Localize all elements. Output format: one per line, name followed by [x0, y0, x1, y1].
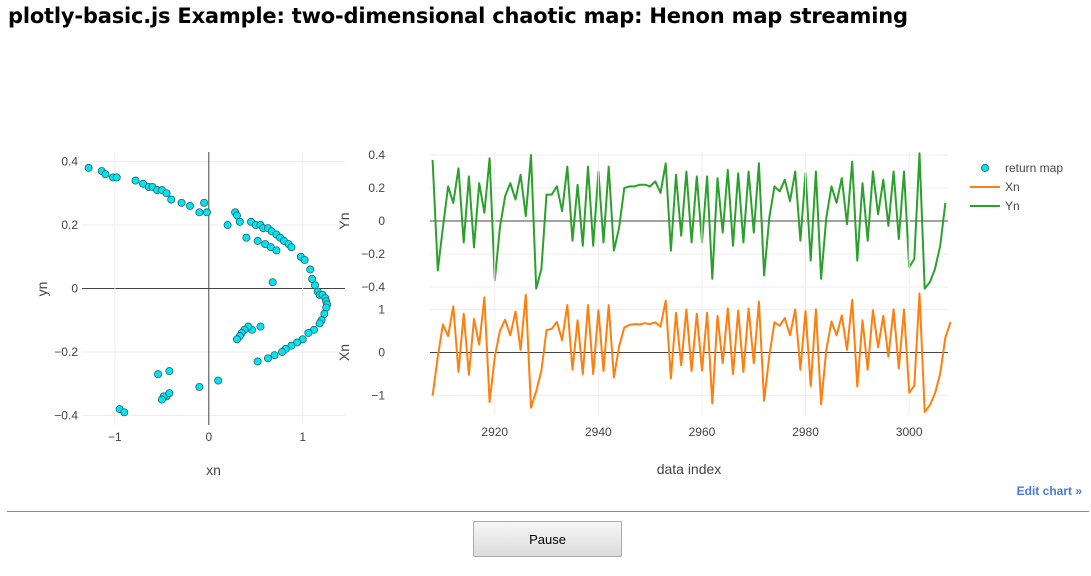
x-tick-label: 2980 [792, 425, 819, 439]
y-axis-title: Yn [336, 212, 352, 229]
xn-line-plot[interactable]: −1 0 1 Xn 2920 2940 2960 2980 3000 data index [336, 152, 952, 477]
legend[interactable]: return map Xn Yn [970, 161, 1063, 213]
x-axis-title: xn [206, 462, 221, 478]
xn-series-line [431, 292, 952, 413]
legend-label: Xn [1005, 180, 1020, 194]
x-tick-label: −1 [108, 430, 122, 444]
legend-label: Yn [1005, 199, 1020, 213]
scatter-point [235, 217, 244, 226]
x-axis-title: data index [657, 461, 722, 477]
y-tick-label: 0 [378, 346, 385, 360]
scatter-point [101, 170, 110, 179]
y-tick-label: 0.2 [368, 181, 385, 195]
x-tick-label: 2960 [689, 425, 716, 439]
y-axis-title: yn [34, 282, 50, 297]
y-tick-label: −0.4 [54, 408, 78, 422]
scatter-point [195, 382, 204, 391]
scatter-point [233, 335, 241, 344]
scatter-point [120, 408, 129, 417]
y-tick-label: 1 [378, 302, 385, 316]
y-tick-label: 0 [71, 282, 78, 296]
legend-label: return map [1005, 161, 1063, 175]
scatter-point [162, 189, 171, 198]
x-tick-label: 0 [205, 430, 212, 444]
scatter-point [167, 195, 176, 204]
scatter-point [278, 348, 287, 356]
scatter-point [253, 236, 262, 245]
return-map-scatter-plot[interactable]: −0.4 −0.2 0 0.2 0.4 −1 0 1 xn yn [34, 152, 345, 478]
page-title: plotly-basic.js Example: two-dimensional… [8, 4, 908, 28]
scatter-point [272, 246, 281, 255]
scatter-point [177, 198, 186, 207]
y-tick-label: −0.2 [54, 345, 78, 359]
scatter-point [165, 389, 174, 398]
scatter-point [165, 367, 174, 375]
scatter-point [112, 173, 121, 182]
scatter-point [287, 243, 296, 252]
x-tick-label: 1 [299, 430, 306, 444]
scatter-point [253, 357, 262, 366]
edit-chart-link[interactable]: Edit chart » [1016, 484, 1082, 498]
scatter-point [242, 233, 251, 242]
x-tick-label: 3000 [896, 425, 923, 439]
henon-charts[interactable]: −0.4 −0.2 0 0.2 0.4 −1 0 1 xn yn −0.4 −0.2 0 0.2 0.4 Y… [0, 0, 1091, 510]
scatter-point [186, 202, 194, 210]
scatter-point [304, 328, 313, 337]
scatter-point [268, 278, 277, 287]
yn-line-plot[interactable]: −0.4 −0.2 0 0.2 0.4 Yn [336, 148, 948, 294]
scatter-point [157, 395, 166, 404]
x-tick-label: 2920 [481, 425, 508, 439]
y-axis-title: Xn [336, 344, 352, 361]
scatter-point [200, 198, 209, 207]
y-tick-label: −1 [371, 389, 385, 403]
legend-marker-icon [981, 164, 989, 172]
scatter-point [300, 255, 309, 264]
y-tick-label: 0.4 [61, 155, 78, 169]
scatter-point [195, 208, 204, 217]
scatter-point [256, 322, 265, 331]
yn-series-line [431, 152, 947, 290]
scatter-point [306, 265, 315, 274]
scatter-point [264, 354, 272, 363]
scatter-point [223, 221, 232, 229]
scatter-point [154, 370, 163, 379]
scatter-point [84, 163, 93, 172]
scatter-point [270, 351, 279, 360]
y-tick-label: −0.4 [361, 280, 385, 294]
scatter-point [131, 176, 140, 185]
y-tick-label: 0 [378, 214, 385, 228]
y-tick-label: −0.2 [361, 247, 385, 261]
x-tick-label: 2940 [585, 425, 612, 439]
scatter-point [214, 376, 223, 385]
y-tick-label: 0.4 [368, 148, 385, 162]
y-tick-label: 0.2 [61, 218, 78, 232]
scatter-point [315, 319, 324, 328]
scatter-point [202, 208, 211, 217]
pause-button[interactable]: Pause [473, 521, 622, 557]
divider [7, 511, 1089, 512]
